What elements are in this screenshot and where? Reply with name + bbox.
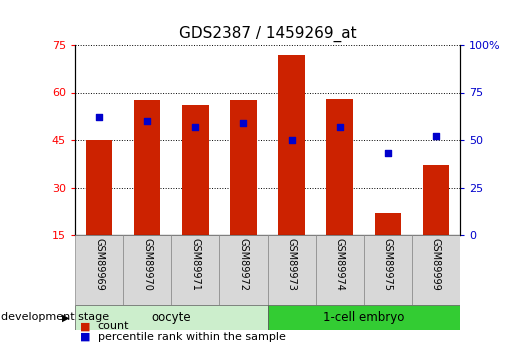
Point	[287, 137, 295, 143]
Bar	[326, 99, 353, 235]
Text: GSM89969: GSM89969	[94, 238, 104, 291]
Bar	[182, 105, 209, 235]
Bar	[171, 235, 219, 305]
Point	[384, 150, 392, 156]
Text: GSM89971: GSM89971	[190, 238, 200, 292]
Bar	[364, 235, 412, 305]
Bar	[86, 140, 112, 235]
Text: 1-cell embryo: 1-cell embryo	[323, 311, 405, 324]
Text: development stage: development stage	[1, 313, 109, 323]
Text: ▶: ▶	[63, 313, 70, 323]
Point	[191, 124, 199, 129]
Point	[239, 120, 247, 126]
Text: count: count	[98, 321, 129, 331]
Bar	[316, 235, 364, 305]
Bar	[75, 235, 123, 305]
Bar	[375, 213, 401, 235]
Text: GSM89975: GSM89975	[383, 238, 393, 292]
Bar	[278, 55, 305, 235]
Title: GDS2387 / 1459269_at: GDS2387 / 1459269_at	[179, 26, 357, 42]
Text: ■: ■	[80, 332, 90, 342]
Text: GSM89974: GSM89974	[335, 238, 345, 292]
Bar	[134, 100, 161, 235]
Bar	[423, 165, 449, 235]
Bar	[268, 235, 316, 305]
Text: GSM89999: GSM89999	[431, 238, 441, 291]
Bar	[75, 305, 268, 330]
Bar	[219, 235, 268, 305]
Point	[143, 118, 151, 124]
Bar	[412, 235, 460, 305]
Bar	[268, 305, 460, 330]
Text: GSM89973: GSM89973	[286, 238, 296, 292]
Text: GSM89970: GSM89970	[142, 238, 152, 292]
Text: ■: ■	[80, 321, 90, 331]
Point	[336, 124, 344, 129]
Text: percentile rank within the sample: percentile rank within the sample	[98, 332, 286, 342]
Bar	[123, 235, 171, 305]
Bar	[230, 100, 257, 235]
Point	[432, 134, 440, 139]
Point	[95, 115, 103, 120]
Text: GSM89972: GSM89972	[238, 238, 248, 292]
Text: oocyte: oocyte	[152, 311, 191, 324]
